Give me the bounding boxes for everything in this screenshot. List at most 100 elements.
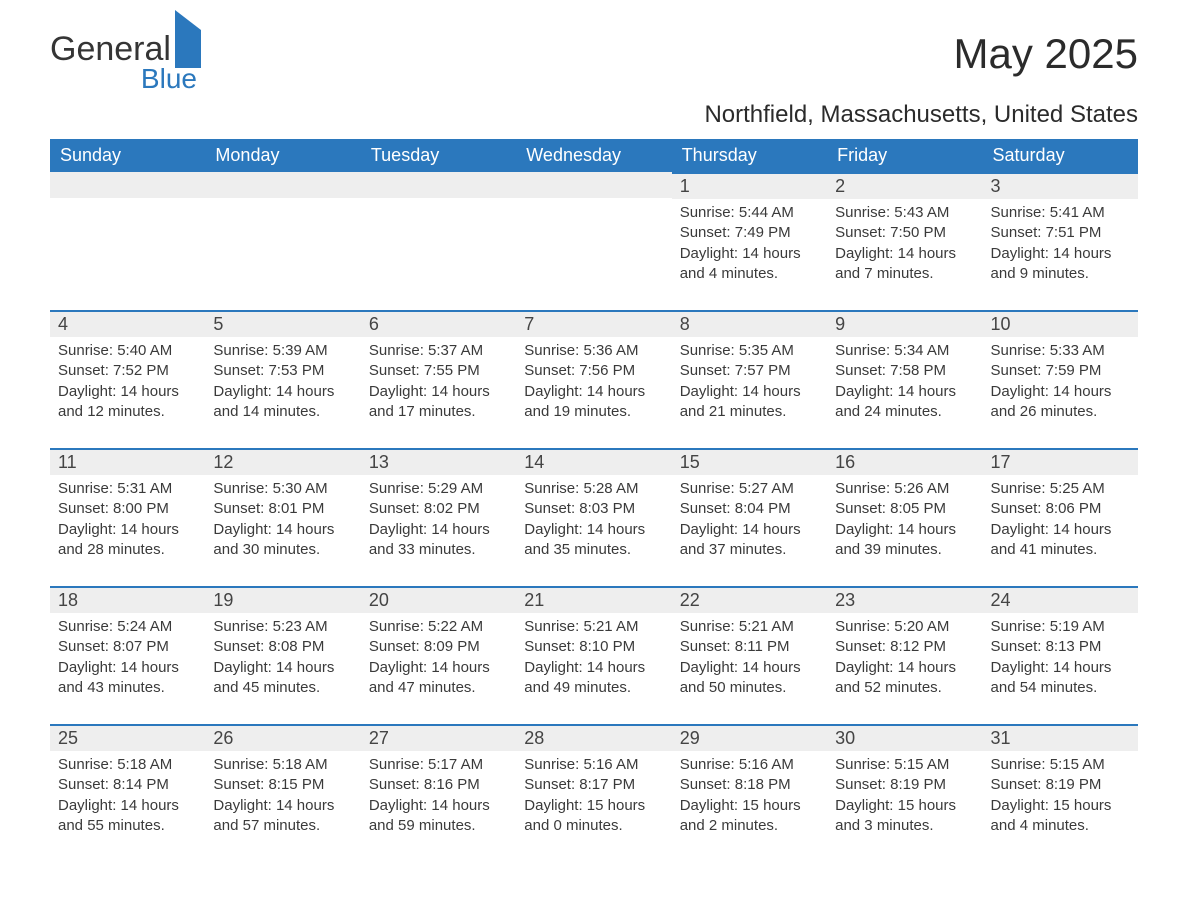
calendar-table: SundayMondayTuesdayWednesdayThursdayFrid…: [50, 139, 1138, 862]
day-details: Sunrise: 5:39 AMSunset: 7:53 PMDaylight:…: [205, 337, 360, 430]
triangle-icon: [175, 10, 201, 68]
day-number: 18: [50, 586, 205, 613]
weekday-header: Saturday: [983, 139, 1138, 172]
calendar-cell: 18Sunrise: 5:24 AMSunset: 8:07 PMDayligh…: [50, 586, 205, 724]
day-details: Sunrise: 5:28 AMSunset: 8:03 PMDaylight:…: [516, 475, 671, 568]
calendar-cell: 9Sunrise: 5:34 AMSunset: 7:58 PMDaylight…: [827, 310, 982, 448]
day-number: 9: [827, 310, 982, 337]
day-details: Sunrise: 5:16 AMSunset: 8:17 PMDaylight:…: [516, 751, 671, 844]
calendar-cell: 30Sunrise: 5:15 AMSunset: 8:19 PMDayligh…: [827, 724, 982, 862]
day-number: 14: [516, 448, 671, 475]
day-details: Sunrise: 5:40 AMSunset: 7:52 PMDaylight:…: [50, 337, 205, 430]
calendar-cell: 24Sunrise: 5:19 AMSunset: 8:13 PMDayligh…: [983, 586, 1138, 724]
day-details: Sunrise: 5:26 AMSunset: 8:05 PMDaylight:…: [827, 475, 982, 568]
calendar-cell: 7Sunrise: 5:36 AMSunset: 7:56 PMDaylight…: [516, 310, 671, 448]
location-text: Northfield, Massachusetts, United States: [50, 101, 1138, 129]
calendar-cell: 6Sunrise: 5:37 AMSunset: 7:55 PMDaylight…: [361, 310, 516, 448]
calendar-cell: 16Sunrise: 5:26 AMSunset: 8:05 PMDayligh…: [827, 448, 982, 586]
day-number: 12: [205, 448, 360, 475]
calendar-cell: 5Sunrise: 5:39 AMSunset: 7:53 PMDaylight…: [205, 310, 360, 448]
calendar-cell: 26Sunrise: 5:18 AMSunset: 8:15 PMDayligh…: [205, 724, 360, 862]
calendar-cell: 3Sunrise: 5:41 AMSunset: 7:51 PMDaylight…: [983, 172, 1138, 310]
brand-logo: General Blue: [50, 30, 201, 95]
day-number: 24: [983, 586, 1138, 613]
header: General Blue May 2025: [50, 30, 1138, 95]
day-number: 15: [672, 448, 827, 475]
day-number: 10: [983, 310, 1138, 337]
calendar-cell: 21Sunrise: 5:21 AMSunset: 8:10 PMDayligh…: [516, 586, 671, 724]
day-number: 5: [205, 310, 360, 337]
day-number: 1: [672, 172, 827, 199]
empty-day-bar: [205, 172, 360, 198]
calendar-cell: 15Sunrise: 5:27 AMSunset: 8:04 PMDayligh…: [672, 448, 827, 586]
day-details: Sunrise: 5:35 AMSunset: 7:57 PMDaylight:…: [672, 337, 827, 430]
day-number: 23: [827, 586, 982, 613]
calendar-cell: 14Sunrise: 5:28 AMSunset: 8:03 PMDayligh…: [516, 448, 671, 586]
weekday-header: Monday: [205, 139, 360, 172]
weekday-header: Tuesday: [361, 139, 516, 172]
calendar-row: 18Sunrise: 5:24 AMSunset: 8:07 PMDayligh…: [50, 586, 1138, 724]
calendar-row: 25Sunrise: 5:18 AMSunset: 8:14 PMDayligh…: [50, 724, 1138, 862]
day-number: 25: [50, 724, 205, 751]
day-number: 2: [827, 172, 982, 199]
calendar-cell: 17Sunrise: 5:25 AMSunset: 8:06 PMDayligh…: [983, 448, 1138, 586]
calendar-cell: [361, 172, 516, 310]
weekday-header: Sunday: [50, 139, 205, 172]
day-details: Sunrise: 5:21 AMSunset: 8:10 PMDaylight:…: [516, 613, 671, 706]
calendar-row: 11Sunrise: 5:31 AMSunset: 8:00 PMDayligh…: [50, 448, 1138, 586]
weekday-header: Thursday: [672, 139, 827, 172]
day-details: Sunrise: 5:18 AMSunset: 8:15 PMDaylight:…: [205, 751, 360, 844]
calendar-row: 1Sunrise: 5:44 AMSunset: 7:49 PMDaylight…: [50, 172, 1138, 310]
day-number: 17: [983, 448, 1138, 475]
calendar-cell: 13Sunrise: 5:29 AMSunset: 8:02 PMDayligh…: [361, 448, 516, 586]
day-details: Sunrise: 5:24 AMSunset: 8:07 PMDaylight:…: [50, 613, 205, 706]
calendar-cell: 20Sunrise: 5:22 AMSunset: 8:09 PMDayligh…: [361, 586, 516, 724]
calendar-cell: 11Sunrise: 5:31 AMSunset: 8:00 PMDayligh…: [50, 448, 205, 586]
day-details: Sunrise: 5:15 AMSunset: 8:19 PMDaylight:…: [827, 751, 982, 844]
calendar-cell: 4Sunrise: 5:40 AMSunset: 7:52 PMDaylight…: [50, 310, 205, 448]
day-details: Sunrise: 5:36 AMSunset: 7:56 PMDaylight:…: [516, 337, 671, 430]
day-number: 29: [672, 724, 827, 751]
day-details: Sunrise: 5:18 AMSunset: 8:14 PMDaylight:…: [50, 751, 205, 844]
day-number: 11: [50, 448, 205, 475]
day-details: Sunrise: 5:21 AMSunset: 8:11 PMDaylight:…: [672, 613, 827, 706]
day-details: Sunrise: 5:34 AMSunset: 7:58 PMDaylight:…: [827, 337, 982, 430]
calendar-row: 4Sunrise: 5:40 AMSunset: 7:52 PMDaylight…: [50, 310, 1138, 448]
weekday-header: Friday: [827, 139, 982, 172]
calendar-cell: 29Sunrise: 5:16 AMSunset: 8:18 PMDayligh…: [672, 724, 827, 862]
calendar-cell: 23Sunrise: 5:20 AMSunset: 8:12 PMDayligh…: [827, 586, 982, 724]
day-number: 28: [516, 724, 671, 751]
day-number: 19: [205, 586, 360, 613]
day-details: Sunrise: 5:37 AMSunset: 7:55 PMDaylight:…: [361, 337, 516, 430]
empty-day-bar: [50, 172, 205, 198]
day-details: Sunrise: 5:17 AMSunset: 8:16 PMDaylight:…: [361, 751, 516, 844]
day-number: 6: [361, 310, 516, 337]
calendar-cell: 10Sunrise: 5:33 AMSunset: 7:59 PMDayligh…: [983, 310, 1138, 448]
day-number: 3: [983, 172, 1138, 199]
calendar-cell: [516, 172, 671, 310]
day-details: Sunrise: 5:43 AMSunset: 7:50 PMDaylight:…: [827, 199, 982, 292]
day-number: 27: [361, 724, 516, 751]
calendar-cell: 28Sunrise: 5:16 AMSunset: 8:17 PMDayligh…: [516, 724, 671, 862]
day-number: 16: [827, 448, 982, 475]
weekday-header-row: SundayMondayTuesdayWednesdayThursdayFrid…: [50, 139, 1138, 172]
day-details: Sunrise: 5:44 AMSunset: 7:49 PMDaylight:…: [672, 199, 827, 292]
day-details: Sunrise: 5:20 AMSunset: 8:12 PMDaylight:…: [827, 613, 982, 706]
day-details: Sunrise: 5:27 AMSunset: 8:04 PMDaylight:…: [672, 475, 827, 568]
day-details: Sunrise: 5:41 AMSunset: 7:51 PMDaylight:…: [983, 199, 1138, 292]
calendar-cell: 8Sunrise: 5:35 AMSunset: 7:57 PMDaylight…: [672, 310, 827, 448]
day-number: 21: [516, 586, 671, 613]
empty-day-bar: [361, 172, 516, 198]
day-details: Sunrise: 5:31 AMSunset: 8:00 PMDaylight:…: [50, 475, 205, 568]
weekday-header: Wednesday: [516, 139, 671, 172]
day-number: 13: [361, 448, 516, 475]
calendar-cell: 31Sunrise: 5:15 AMSunset: 8:19 PMDayligh…: [983, 724, 1138, 862]
day-details: Sunrise: 5:22 AMSunset: 8:09 PMDaylight:…: [361, 613, 516, 706]
calendar-cell: [205, 172, 360, 310]
day-number: 20: [361, 586, 516, 613]
day-details: Sunrise: 5:16 AMSunset: 8:18 PMDaylight:…: [672, 751, 827, 844]
day-number: 7: [516, 310, 671, 337]
day-details: Sunrise: 5:29 AMSunset: 8:02 PMDaylight:…: [361, 475, 516, 568]
calendar-cell: [50, 172, 205, 310]
day-details: Sunrise: 5:33 AMSunset: 7:59 PMDaylight:…: [983, 337, 1138, 430]
